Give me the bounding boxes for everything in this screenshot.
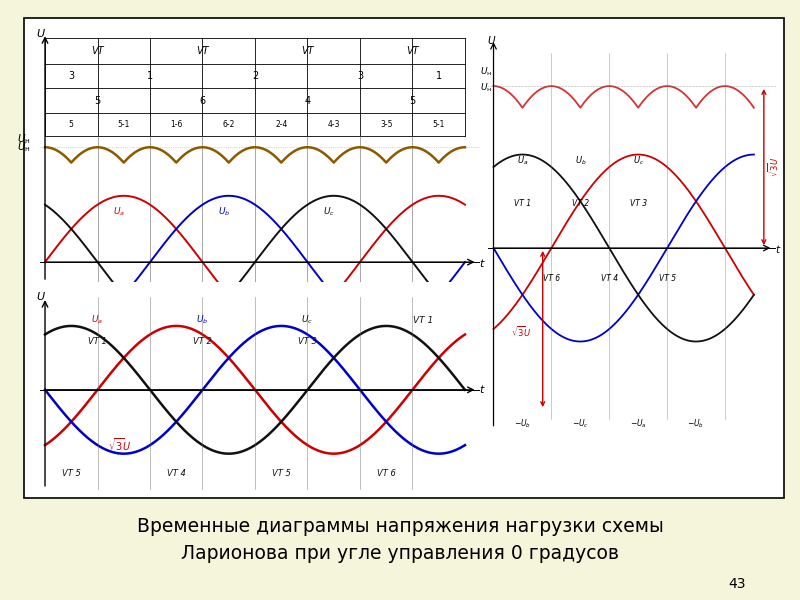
Text: 5-1: 5-1 <box>433 120 445 129</box>
Text: 4-3: 4-3 <box>327 120 340 129</box>
Text: Временные диаграммы напряжения нагрузки схемы
Ларионова при угле управления 0 гр: Временные диаграммы напряжения нагрузки … <box>137 517 663 563</box>
Text: 2-4: 2-4 <box>275 120 287 129</box>
Text: VT 4: VT 4 <box>601 274 618 283</box>
Text: 6: 6 <box>199 95 206 106</box>
Text: VT 1: VT 1 <box>514 199 531 208</box>
Text: $U_b$: $U_b$ <box>196 314 209 326</box>
Text: VT: VT <box>406 46 418 56</box>
Text: VT 6: VT 6 <box>377 469 396 478</box>
Text: $U_c$: $U_c$ <box>633 155 644 167</box>
Text: $U_a$: $U_a$ <box>91 314 103 326</box>
Text: $U_b$: $U_b$ <box>218 205 230 218</box>
Text: $U_\text{н}$: $U_\text{н}$ <box>18 133 31 146</box>
Text: 4: 4 <box>305 95 310 106</box>
Text: $U$: $U$ <box>36 290 46 302</box>
Text: 2: 2 <box>252 71 258 82</box>
Text: VT 2: VT 2 <box>193 337 212 346</box>
Text: $U$: $U$ <box>487 34 496 46</box>
Text: 1: 1 <box>436 71 442 82</box>
Text: VT 3: VT 3 <box>298 337 317 346</box>
Text: VT 2: VT 2 <box>572 199 589 208</box>
Text: 1-6: 1-6 <box>170 120 182 129</box>
Text: $t$: $t$ <box>479 383 486 395</box>
Text: VT 6: VT 6 <box>543 274 560 283</box>
Text: 5: 5 <box>69 120 74 129</box>
Text: $U_\text{н}$: $U_\text{н}$ <box>480 82 492 94</box>
Text: VT 4: VT 4 <box>167 469 186 478</box>
Text: 1: 1 <box>147 71 153 82</box>
Text: VT 1: VT 1 <box>413 316 433 325</box>
Text: VT 1: VT 1 <box>88 337 107 346</box>
Text: $t$: $t$ <box>775 242 782 254</box>
Text: $U_c$: $U_c$ <box>302 314 314 326</box>
Text: $U_a$: $U_a$ <box>114 205 126 218</box>
Text: VT 5: VT 5 <box>62 469 81 478</box>
Text: 5: 5 <box>410 95 415 106</box>
Text: $U$: $U$ <box>36 26 46 38</box>
Text: $U_b$: $U_b$ <box>574 155 586 167</box>
Text: VT: VT <box>91 46 104 56</box>
Text: 3-5: 3-5 <box>380 120 393 129</box>
Text: 6-2: 6-2 <box>222 120 235 129</box>
Text: VT 5: VT 5 <box>658 274 676 283</box>
Text: VT 5: VT 5 <box>272 469 290 478</box>
Text: $\sqrt{3}U$: $\sqrt{3}U$ <box>766 157 781 178</box>
Text: 3: 3 <box>357 71 363 82</box>
Text: 5-1: 5-1 <box>118 120 130 129</box>
Text: VT: VT <box>196 46 209 56</box>
Text: 3: 3 <box>68 71 74 82</box>
Text: $-U_a$: $-U_a$ <box>630 418 646 430</box>
Text: 43: 43 <box>728 577 746 591</box>
Text: $-U_b$: $-U_b$ <box>687 418 705 430</box>
Text: VT 3: VT 3 <box>630 199 646 208</box>
Text: $\sqrt{3}U$: $\sqrt{3}U$ <box>108 436 131 452</box>
Text: $U_\text{н}$: $U_\text{н}$ <box>480 66 492 79</box>
Text: $t$: $t$ <box>479 257 486 269</box>
Text: 5: 5 <box>94 95 101 106</box>
Text: $-U_c$: $-U_c$ <box>572 418 589 430</box>
FancyBboxPatch shape <box>24 18 784 498</box>
Text: VT: VT <box>301 46 314 56</box>
Text: $U_\text{н}$: $U_\text{н}$ <box>18 140 31 154</box>
Text: $-U_b$: $-U_b$ <box>514 418 531 430</box>
Text: $\sqrt{3}U$: $\sqrt{3}U$ <box>511 325 531 339</box>
Text: $U_a$: $U_a$ <box>517 155 528 167</box>
Text: $U_c$: $U_c$ <box>323 205 335 218</box>
